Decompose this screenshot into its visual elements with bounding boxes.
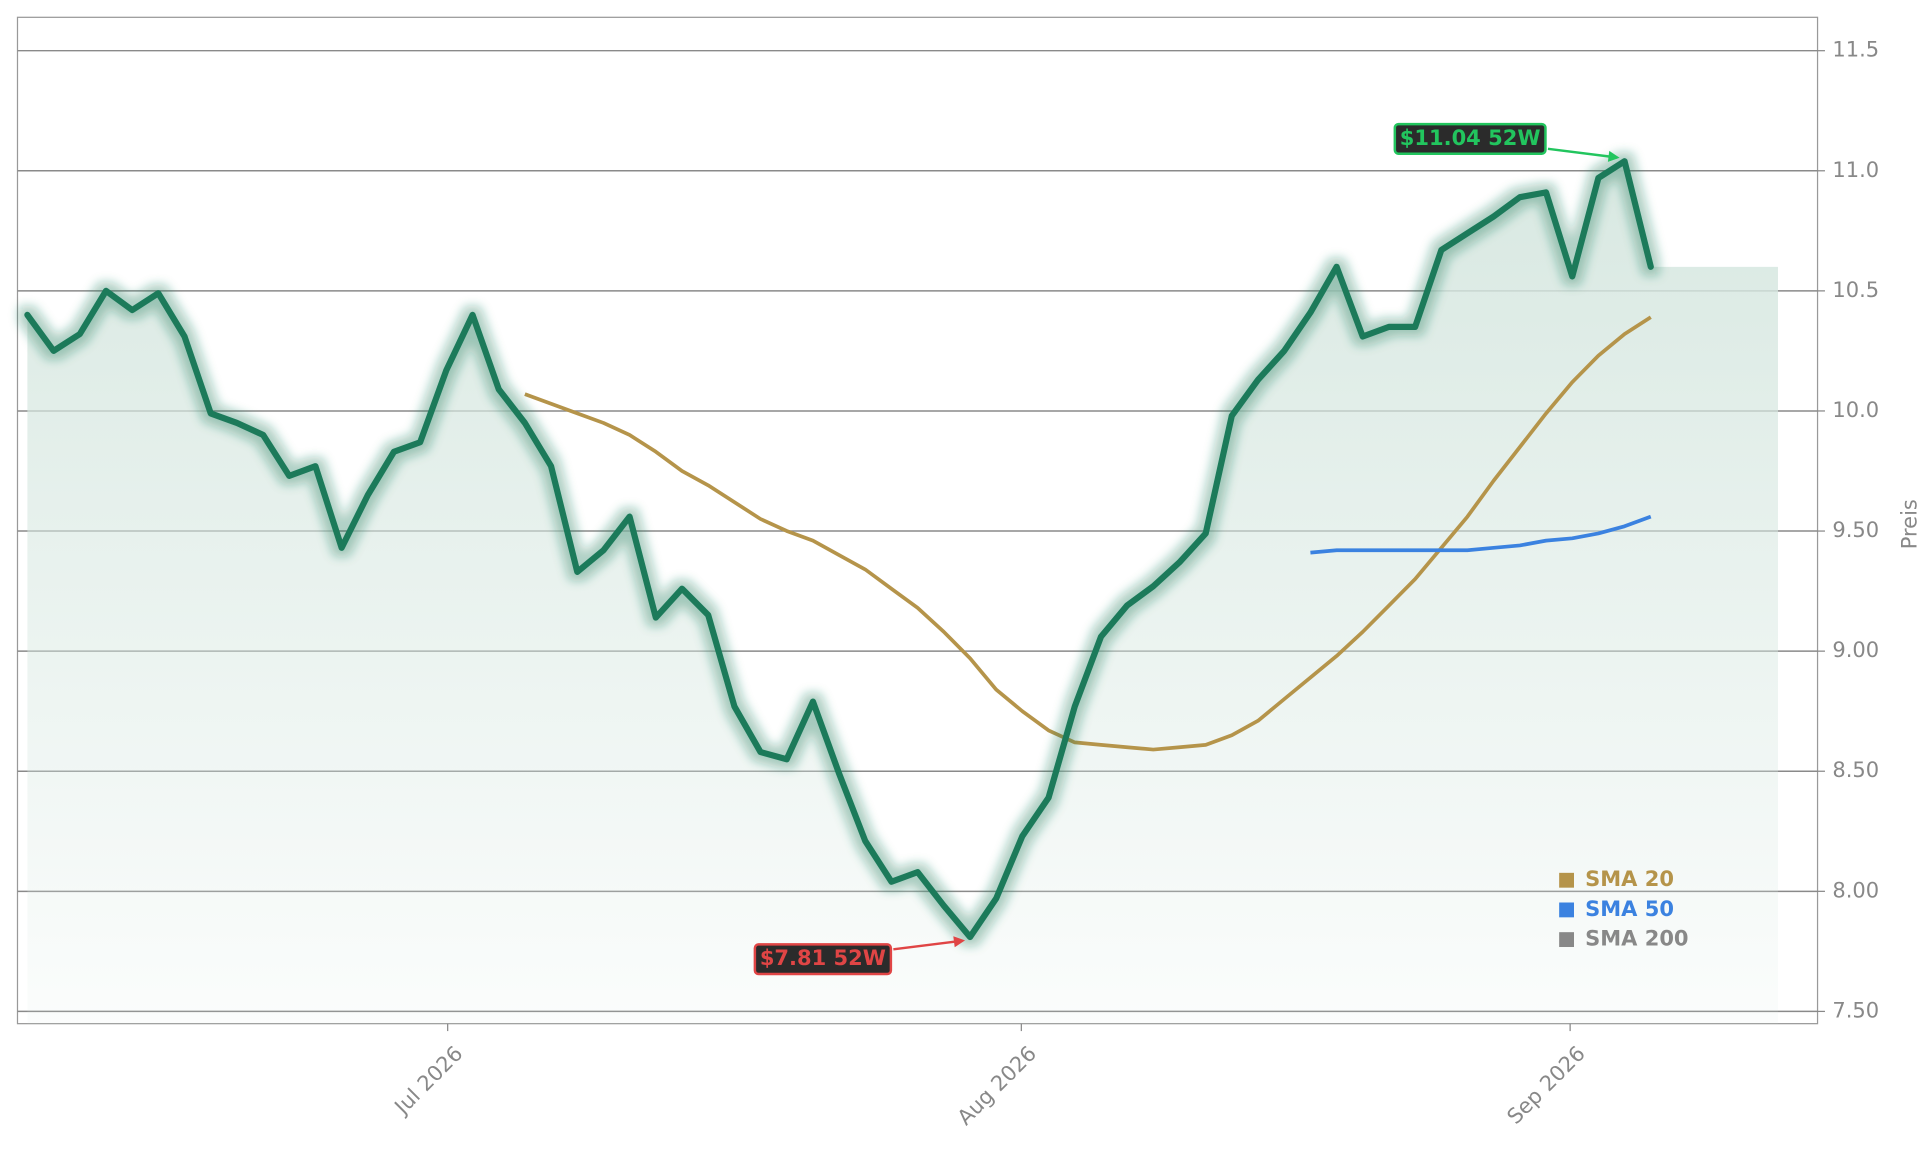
y-tick-label: 11.5 xyxy=(1832,37,1879,62)
legend-swatch xyxy=(1559,932,1574,948)
y-tick-label: 8.00 xyxy=(1832,877,1879,902)
sma-line xyxy=(524,315,1652,752)
annotation: $11.04 52W xyxy=(1393,122,1620,162)
x-tick-label: Aug 2026 xyxy=(952,1041,1041,1130)
y-tick-label: 10.0 xyxy=(1832,397,1879,422)
y-tick-label: 9.50 xyxy=(1832,517,1879,542)
annotation: $7.81 52W xyxy=(753,936,966,976)
annotation-arrowhead xyxy=(953,936,966,948)
annotation-label: $11.04 52W xyxy=(1400,125,1541,150)
annotation-box xyxy=(753,943,893,976)
annotation-label: $7.81 52W xyxy=(760,945,886,970)
legend-swatch xyxy=(1559,872,1574,888)
y-tick-label: 10.5 xyxy=(1832,277,1879,302)
annotation-arrowhead xyxy=(1607,150,1620,162)
x-tick-label: Jul 2026 xyxy=(388,1041,468,1121)
y-tick-label: 8.50 xyxy=(1832,757,1879,782)
legend-label: SMA 50 xyxy=(1585,896,1674,921)
annotation-arrow xyxy=(1547,147,1618,159)
annotation-box xyxy=(1393,122,1547,155)
sma-line xyxy=(1310,514,1652,555)
y-tick-label: 9.00 xyxy=(1832,637,1879,662)
y-axis-label: Preis xyxy=(1896,499,1921,549)
y-tick-label: 7.50 xyxy=(1832,997,1879,1022)
price-area xyxy=(27,161,1778,1024)
legend-label: SMA 200 xyxy=(1585,926,1688,951)
price-line xyxy=(24,158,1654,941)
annotation-arrow xyxy=(893,939,963,951)
x-tick-label: Sep 2026 xyxy=(1502,1041,1590,1129)
legend-swatch xyxy=(1559,902,1574,918)
legend-label: SMA 20 xyxy=(1585,866,1674,891)
y-tick-label: 11.0 xyxy=(1832,157,1879,182)
